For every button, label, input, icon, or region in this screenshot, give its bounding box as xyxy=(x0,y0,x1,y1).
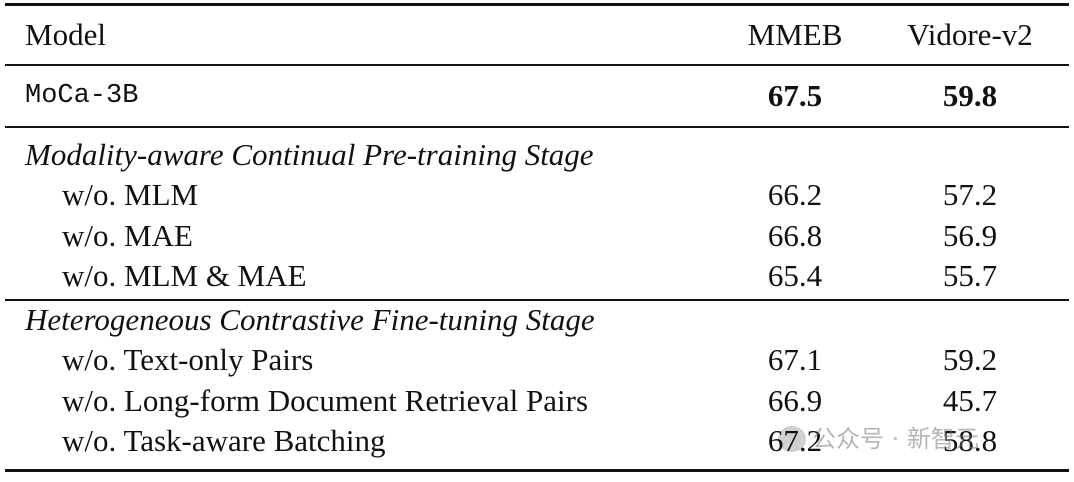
score: 66.8 xyxy=(767,217,823,253)
score: 57.2 xyxy=(942,177,998,212)
main-rule xyxy=(5,126,1069,128)
watermark: 公众号 · 新智元 xyxy=(812,425,979,453)
score: 67.5 xyxy=(767,78,823,113)
score: 65.4 xyxy=(767,258,823,294)
section-title: Modality-aware Continual Pre-training St… xyxy=(25,137,594,172)
score: 67.1 xyxy=(767,342,823,377)
score: 45.7 xyxy=(942,382,998,418)
score: 66.9 xyxy=(767,382,823,418)
score: 66.2 xyxy=(767,177,823,212)
header-cell: Model xyxy=(25,17,106,52)
score: 59.8 xyxy=(942,78,998,113)
score: 67.2 xyxy=(767,423,823,459)
score: 56.9 xyxy=(942,217,998,253)
section-rule xyxy=(5,299,1069,301)
top-rule xyxy=(5,3,1069,6)
model-name: w/o. Text-only Pairs xyxy=(62,342,314,377)
model-name: MoCa-3B xyxy=(25,81,139,111)
bottom-rule xyxy=(5,469,1069,472)
score: 55.7 xyxy=(942,258,998,294)
model-name: w/o. MLM & MAE xyxy=(62,258,307,294)
model-name: w/o. MAE xyxy=(62,217,193,253)
watermark-icon xyxy=(778,426,806,452)
header-rule xyxy=(5,64,1069,66)
header-cell: Vidore-v2 xyxy=(907,17,1033,52)
model-name: w/o. Long-form Document Retrieval Pairs xyxy=(62,382,589,418)
section-title: Heterogeneous Contrastive Fine-tuning St… xyxy=(25,302,595,337)
model-name: w/o. Task-aware Batching xyxy=(62,423,386,459)
model-name: w/o. MLM xyxy=(62,177,199,212)
score: 59.2 xyxy=(942,342,998,377)
score: 58.8 xyxy=(942,423,998,459)
header-cell: MMEB xyxy=(747,17,843,52)
